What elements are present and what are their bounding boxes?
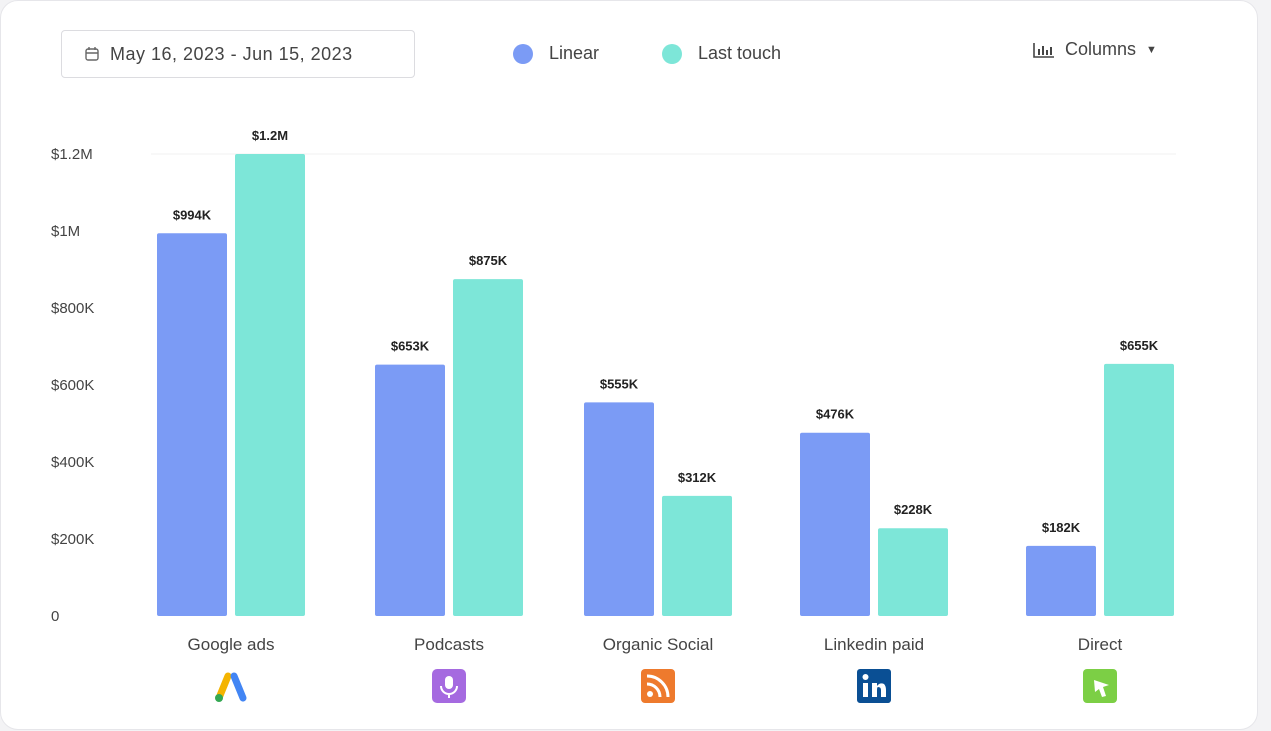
bar-last-touch: [453, 279, 523, 616]
y-tick-label: $1M: [51, 223, 80, 240]
bar-linear: [375, 364, 445, 616]
y-tick-label: $600K: [51, 377, 94, 394]
data-label: $655K: [1120, 338, 1159, 353]
y-tick-label: $800K: [51, 300, 94, 317]
data-label: $555K: [600, 376, 639, 391]
x-tick-label: Podcasts: [414, 635, 484, 654]
y-tick-label: $1.2M: [51, 146, 93, 163]
x-tick-label: Linkedin paid: [824, 635, 924, 654]
google-ads-icon: [215, 672, 247, 702]
legend-swatch: [513, 43, 533, 64]
direct-cursor-icon: [1083, 669, 1117, 703]
bar-last-touch: [1104, 363, 1174, 616]
y-tick-label: 0: [51, 608, 59, 625]
rss-icon: [641, 669, 675, 703]
data-label: $476K: [816, 407, 855, 422]
bar-linear: [800, 432, 870, 616]
calendar-icon: [85, 47, 99, 61]
bar-last-touch: [662, 495, 732, 616]
data-label: $182K: [1042, 520, 1081, 535]
legend-label: Linear: [549, 43, 600, 63]
caret-down-icon: ▼: [1146, 43, 1157, 56]
data-label: $228K: [894, 502, 933, 517]
linkedin-icon: [857, 669, 891, 703]
x-tick-label: Organic Social: [603, 635, 714, 654]
bar-last-touch: [235, 154, 305, 616]
x-tick-label: Google ads: [188, 635, 275, 654]
date-range-text: May 16, 2023 - Jun 15, 2023: [110, 43, 353, 64]
bar-last-touch: [878, 528, 948, 616]
date-range-picker[interactable]: May 16, 2023 - Jun 15, 2023: [61, 30, 415, 78]
legend-swatch: [662, 43, 682, 64]
legend-item-linear[interactable]: Linear: [513, 43, 599, 64]
data-label: $312K: [678, 470, 717, 485]
data-label: $1.2M: [252, 128, 288, 143]
data-label: $653K: [391, 339, 430, 354]
x-tick-label: Direct: [1078, 635, 1123, 654]
legend-item-last-touch[interactable]: Last touch: [662, 43, 781, 64]
y-tick-label: $200K: [51, 531, 94, 548]
bar-linear: [157, 233, 227, 616]
bar-linear: [1026, 545, 1096, 616]
chart-type-dropdown[interactable]: Columns ▼: [1033, 39, 1157, 60]
bar-chart-icon: [1033, 42, 1054, 58]
bar-linear: [584, 402, 654, 616]
data-label: $875K: [469, 253, 508, 268]
podcast-icon: [432, 669, 466, 703]
chart-type-label: Columns: [1065, 39, 1137, 59]
data-label: $994K: [173, 207, 212, 222]
y-tick-label: $400K: [51, 454, 94, 471]
legend-label: Last touch: [698, 43, 782, 63]
